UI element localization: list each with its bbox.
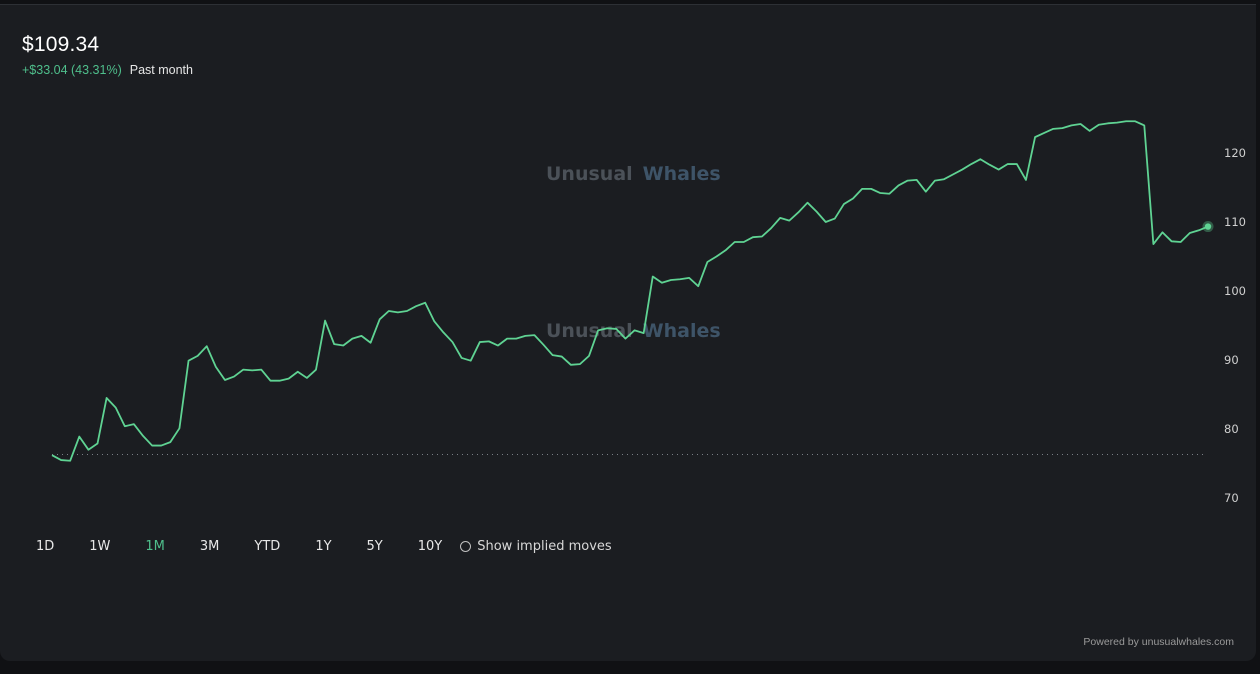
range-1w-button[interactable]: 1W xyxy=(81,539,118,554)
y-tick-label: 110 xyxy=(1224,215,1246,229)
watermark-middle: Unusual Whales xyxy=(546,320,721,342)
implied-moves-radio-icon[interactable] xyxy=(460,540,472,552)
y-axis: 70 80 90 100 110 120 xyxy=(1224,146,1246,505)
range-ytd-button[interactable]: YTD xyxy=(246,539,288,554)
y-tick-label: 70 xyxy=(1224,491,1239,505)
range-3m-button[interactable]: 3M xyxy=(192,539,228,554)
current-price: $109.34 xyxy=(22,33,100,56)
range-1y-button[interactable]: 1Y xyxy=(307,539,339,554)
watermark-top-word2: Whales xyxy=(643,163,721,185)
price-series-line xyxy=(51,120,1209,462)
range-5y-button[interactable]: 5Y xyxy=(359,539,391,554)
watermark-middle-word2: Whales xyxy=(643,320,721,342)
show-implied-moves-toggle[interactable]: Show implied moves xyxy=(460,538,612,554)
chart-panel: $109.34 +$33.04 (43.31%) Past month 1D 1… xyxy=(0,4,1256,661)
range-10y-button[interactable]: 10Y xyxy=(410,539,450,554)
last-point-marker xyxy=(1204,223,1212,230)
range-1m-button[interactable]: 1M xyxy=(137,539,173,554)
y-tick-label: 100 xyxy=(1224,284,1246,298)
price-change-period: Past month xyxy=(129,63,193,77)
powered-by-text: Powered by unusualwhales.com xyxy=(1083,636,1234,648)
price-change-value: +$33.04 (43.31%) xyxy=(22,63,122,77)
y-tick-label: 90 xyxy=(1224,353,1239,367)
watermarks: Unusual Whales Unusual Whales xyxy=(546,163,721,342)
y-tick-label: 80 xyxy=(1224,422,1239,436)
y-tick-label: 120 xyxy=(1224,146,1246,160)
watermark-top-word1: Unusual xyxy=(546,163,633,185)
price-change-row: +$33.04 (43.31%) Past month xyxy=(22,63,193,77)
watermark-top: Unusual Whales xyxy=(546,163,721,185)
time-range-selector: 1D 1W 1M 3M YTD 1Y 5Y 10Y Show implied m… xyxy=(28,534,612,558)
watermark-middle-word1: Unusual xyxy=(546,320,633,342)
implied-moves-label: Show implied moves xyxy=(477,538,612,554)
range-1d-button[interactable]: 1D xyxy=(28,539,62,554)
